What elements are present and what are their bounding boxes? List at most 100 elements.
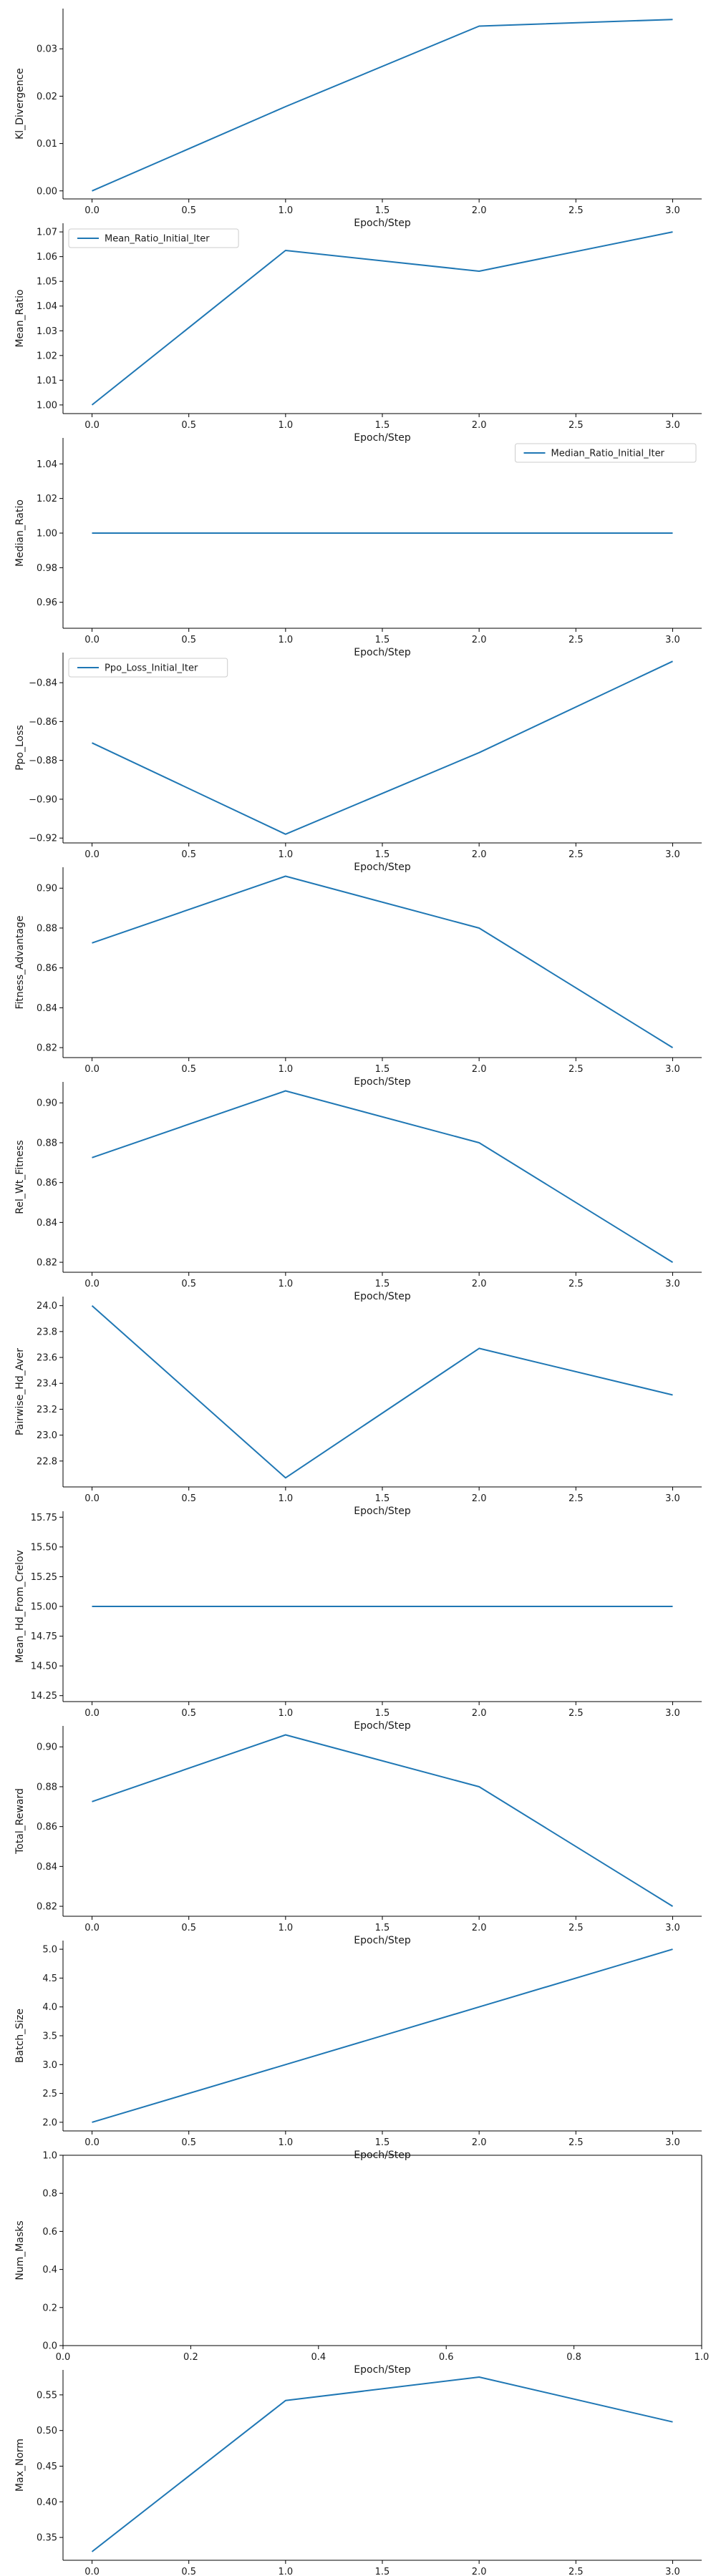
- y-tick-label: 15.00: [31, 1602, 57, 1613]
- y-tick-label: 0.84: [37, 1003, 57, 1014]
- y-tick-label: 0.2: [42, 2303, 57, 2313]
- x-tick-label: 1.0: [279, 1708, 294, 1719]
- y-tick-label: 0.35: [37, 2533, 57, 2544]
- x-tick-label: 2.5: [569, 849, 584, 860]
- x-tick-label: 3.0: [665, 849, 680, 860]
- series-line: [92, 1090, 674, 1263]
- y-tick-label: 1.06: [37, 252, 57, 263]
- y-tick-label: 15.25: [31, 1572, 57, 1583]
- x-tick-label: 1.5: [375, 2137, 390, 2148]
- chart-panel-kl-divergence: 0.0 0.5 1.0 1.5 2.0 2.5 3.0 0.00 0.01 0.02 0.03 Epo…: [14, 9, 702, 229]
- y-tick-label: −0.84: [29, 678, 57, 689]
- chart-panel-num-masks: 0.0 0.2 0.4 0.6 0.8 1.0 0.0 0.2 0.4 0.6 0.8 1.0 Epoc…: [14, 2151, 709, 2376]
- y-tick-label: 14.25: [31, 1691, 57, 1702]
- x-tick-label: 2.0: [472, 1923, 487, 1933]
- x-tick-label: 1.0: [279, 1493, 294, 1504]
- legend-box: [68, 228, 239, 248]
- x-tick-label: 1.0: [279, 635, 294, 645]
- y-tick-label: 1.00: [37, 400, 57, 411]
- y-axis-label: Batch_Size: [14, 2009, 26, 2063]
- y-tick-label: 14.75: [31, 1631, 57, 1642]
- y-tick-label: 23.0: [37, 1430, 57, 1441]
- x-tick-label: 0.5: [181, 2567, 196, 2576]
- x-tick-label: 0.4: [311, 2352, 326, 2363]
- x-tick-label: 0.0: [84, 420, 100, 431]
- y-tick-label: 0.84: [37, 1218, 57, 1229]
- y-axis-label: Max_Norm: [14, 2439, 26, 2492]
- x-tick-label: 2.0: [472, 635, 487, 645]
- x-axis-label: Epoch/Step: [354, 1076, 411, 1088]
- x-tick-label: 2.0: [472, 1279, 487, 1289]
- x-tick-label: 2.5: [569, 1708, 584, 1719]
- x-tick-label: 1.5: [375, 1279, 390, 1289]
- y-tick-label: −0.92: [29, 834, 57, 844]
- x-tick-label: 2.5: [569, 1279, 584, 1289]
- x-tick-label: 2.0: [472, 1493, 487, 1504]
- x-tick-label: 0.0: [56, 2352, 71, 2363]
- legend: Median_Ratio_Initial_Iter: [515, 443, 697, 463]
- y-tick-label: 1.07: [37, 228, 57, 238]
- y-tick-label: 14.50: [31, 1662, 57, 1672]
- x-tick-label: 1.5: [375, 1064, 390, 1075]
- x-tick-label: 0.5: [181, 420, 196, 431]
- x-axis-label: Epoch/Step: [354, 1291, 411, 1302]
- series-line: [92, 1734, 674, 1907]
- x-tick-label: 0.5: [181, 205, 196, 216]
- y-tick-label: 0.88: [37, 1782, 57, 1792]
- legend-label: Mean_Ratio_Initial_Iter: [105, 234, 210, 245]
- x-axis-label: Epoch/Step: [354, 2364, 411, 2376]
- chart-panel-ppo-loss: 0.0 0.5 1.0 1.5 2.0 2.5 3.0 −0.92 −0.90 −0.88 −0.8…: [14, 653, 702, 873]
- x-tick-label: 1.5: [375, 1708, 390, 1719]
- y-tick-label: 15.75: [31, 1513, 57, 1523]
- series-line: [91, 231, 673, 406]
- y-tick-label: 0.45: [37, 2462, 57, 2472]
- legend-label: Ppo_Loss_Initial_Iter: [105, 663, 198, 674]
- y-tick-label: 23.8: [37, 1327, 57, 1337]
- y-tick-label: 22.8: [37, 1456, 57, 1467]
- x-tick-label: 0.0: [84, 205, 100, 216]
- y-tick-label: 23.2: [37, 1405, 57, 1415]
- series-line: [91, 2376, 673, 2552]
- x-tick-label: 2.5: [569, 635, 584, 645]
- y-tick-label: 1.04: [37, 459, 57, 470]
- x-tick-label: 0.8: [566, 2352, 581, 2363]
- y-tick-label: 0.86: [37, 1178, 57, 1189]
- y-tick-label: −0.86: [29, 717, 57, 728]
- x-tick-label: 0.5: [181, 1493, 196, 1504]
- x-axis-label: Epoch/Step: [354, 218, 411, 229]
- y-tick-label: 23.6: [37, 1353, 57, 1364]
- y-tick-label: 0.00: [37, 186, 57, 197]
- y-axis-label: Mean_Hd_From_Crelov: [14, 1550, 26, 1663]
- x-tick-label: 0.5: [181, 849, 196, 860]
- x-tick-label: 2.5: [569, 2567, 584, 2576]
- y-axis-label: Rel_Wt_Fitness: [14, 1140, 26, 1214]
- y-tick-label: 1.01: [37, 376, 57, 386]
- x-tick-label: 0.0: [84, 1923, 100, 1933]
- x-tick-label: 3.0: [665, 1493, 680, 1504]
- y-axis-label: Pairwise_Hd_Aver: [14, 1348, 26, 1435]
- x-tick-label: 0.5: [181, 1064, 196, 1075]
- x-tick-label: 3.0: [665, 1279, 680, 1289]
- chart-panel-fitness-advantage: 0.0 0.5 1.0 1.5 2.0 2.5 3.0 0.82 0.84 0.86 0.88 0.9…: [14, 867, 702, 1088]
- x-tick-label: 3.0: [665, 2137, 680, 2148]
- legend: Mean_Ratio_Initial_Iter: [68, 228, 239, 248]
- y-tick-label: 3.0: [42, 2060, 57, 2071]
- y-tick-label: 4.5: [42, 1974, 57, 1984]
- y-axis-label: Kl_Divergence: [14, 68, 26, 140]
- chart-panel-rel-wt-fitness: 0.0 0.5 1.0 1.5 2.0 2.5 3.0 0.82 0.84 0.86 0.88 0.9…: [14, 1082, 702, 1302]
- y-axis-label: Num_Masks: [14, 2220, 26, 2280]
- y-tick-label: 0.55: [37, 2390, 57, 2401]
- x-tick-label: 2.0: [472, 1708, 487, 1719]
- y-tick-label: 2.0: [42, 2117, 57, 2128]
- legend-box: [68, 658, 228, 678]
- x-tick-label: 0.6: [439, 2352, 454, 2363]
- y-tick-label: 1.0: [42, 2151, 57, 2162]
- x-tick-label: 1.0: [279, 1279, 294, 1289]
- y-tick-label: 0.90: [37, 1742, 57, 1753]
- y-tick-label: 0.6: [42, 2227, 57, 2238]
- legend: Ppo_Loss_Initial_Iter: [68, 658, 228, 678]
- x-tick-label: 0.5: [181, 1279, 196, 1289]
- y-tick-label: 4.0: [42, 2002, 57, 2013]
- y-tick-label: 0.98: [37, 563, 57, 574]
- x-tick-label: 3.0: [665, 2567, 680, 2576]
